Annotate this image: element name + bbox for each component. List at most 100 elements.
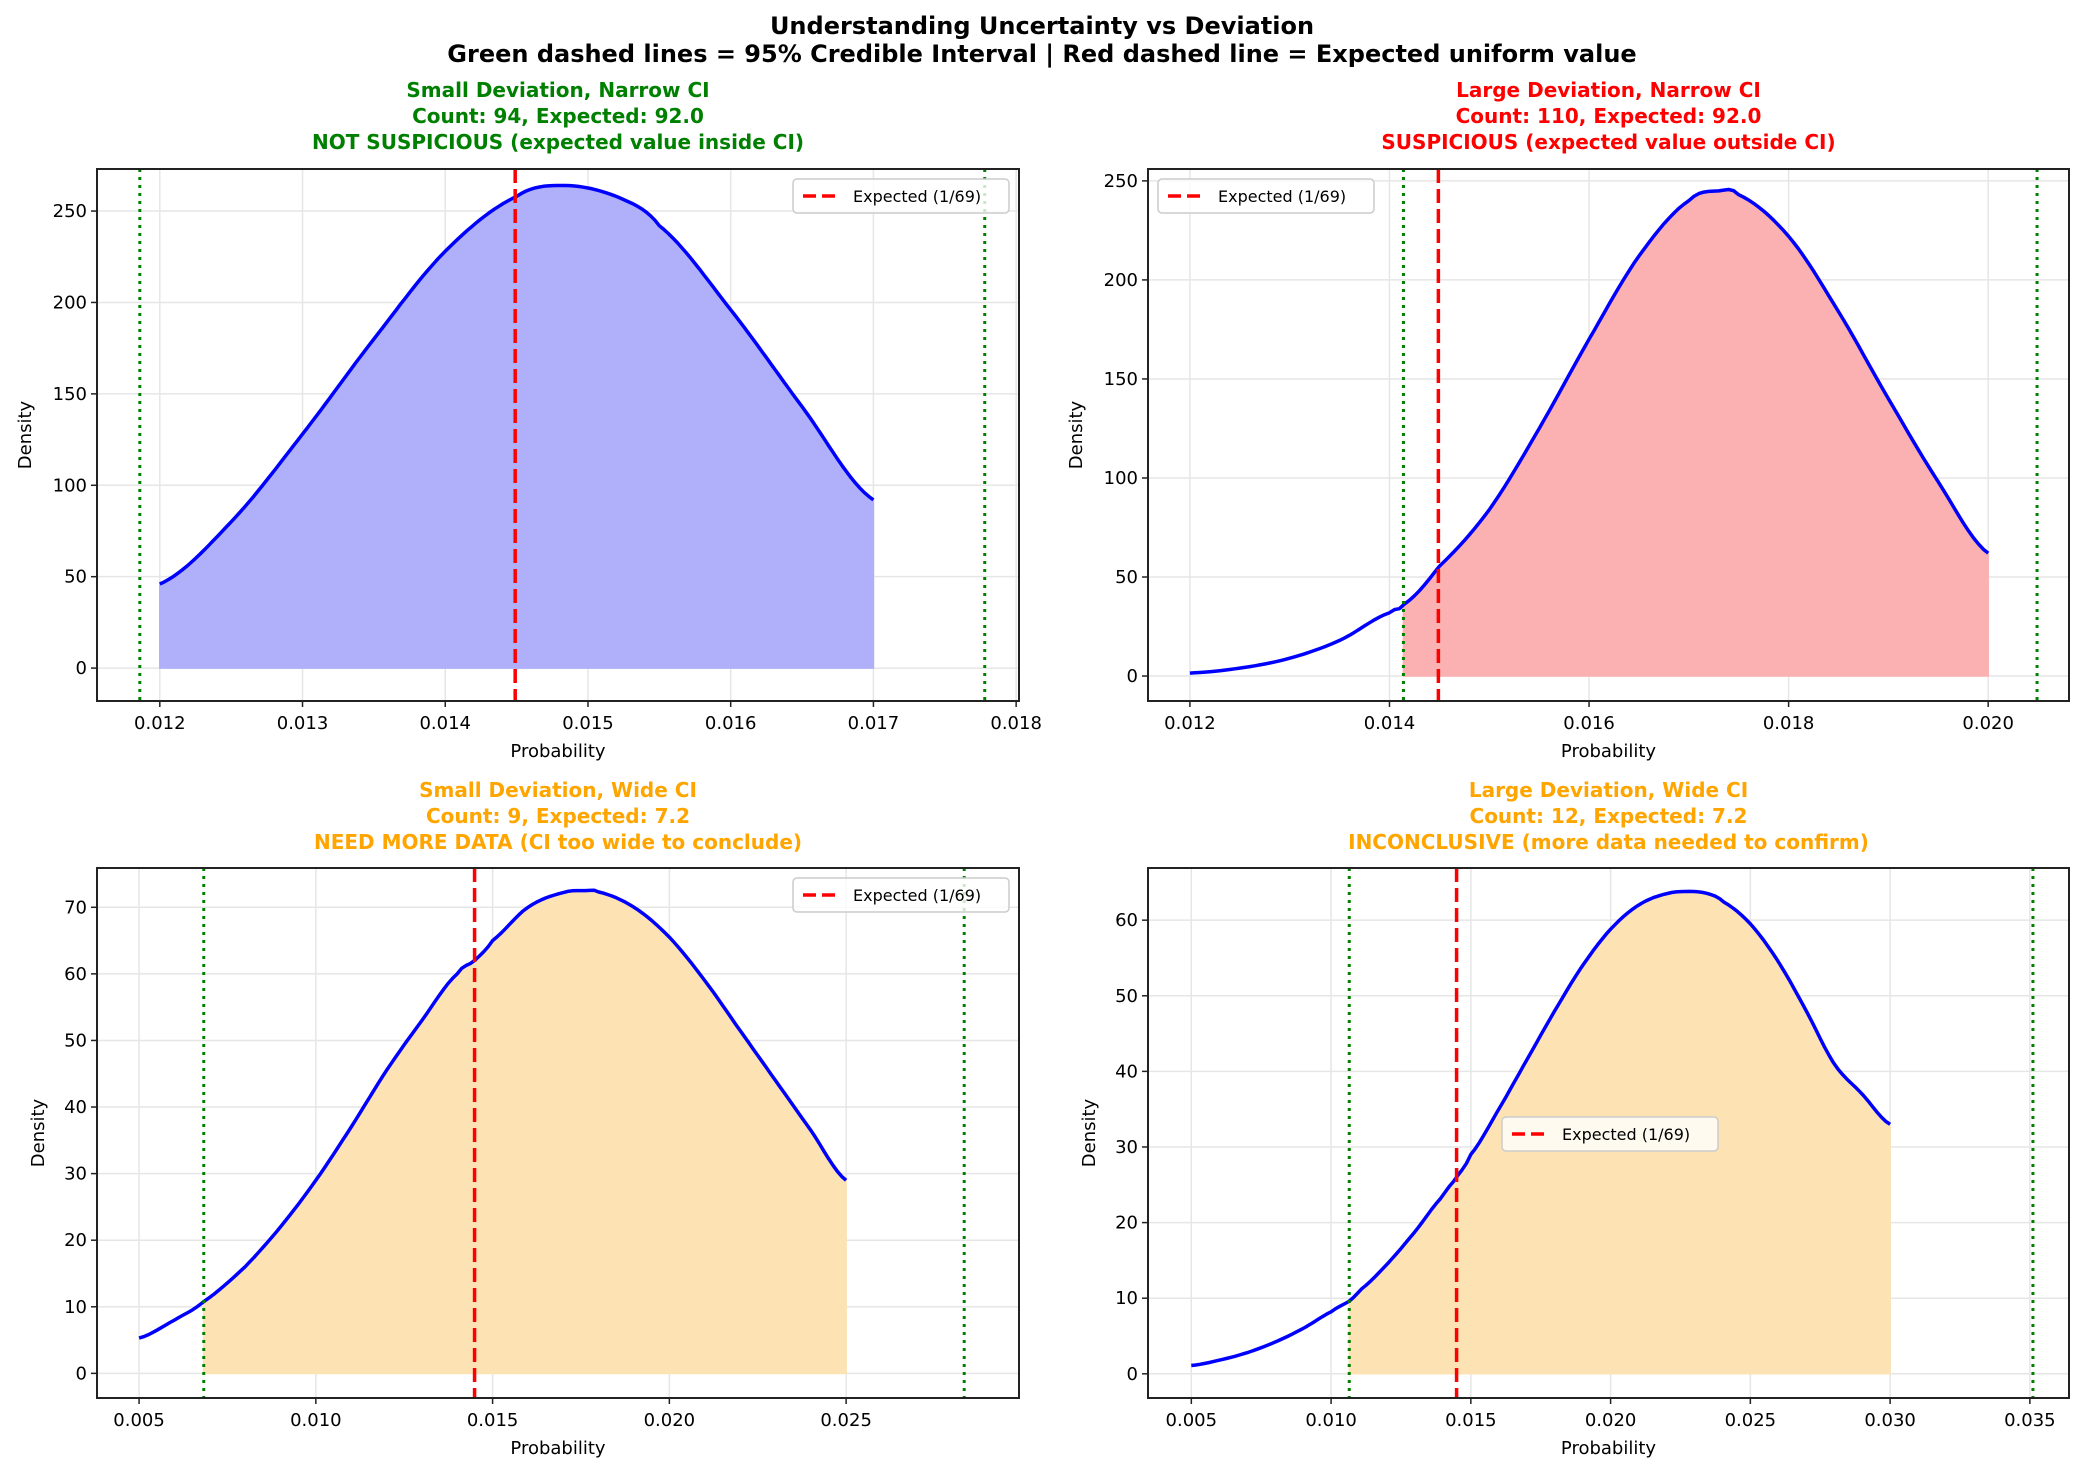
x-tick-label: 0.030 — [1864, 1410, 1916, 1431]
legend-box — [1501, 1116, 1719, 1152]
x-tick-label: 0.018 — [1763, 713, 1815, 734]
x-tick-label: 0.016 — [1563, 713, 1615, 734]
subplot-title-line: Count: 94, Expected: 92.0 — [412, 104, 704, 128]
legend-label: Expected (1/69) — [853, 187, 981, 206]
x-axis-label: Probability — [510, 1438, 605, 1459]
posterior-curve — [1189, 187, 1990, 675]
x-tick-label: 0.012 — [1164, 713, 1216, 734]
legend-label: Expected (1/69) — [1218, 187, 1346, 206]
y-tick-label: 70 — [64, 897, 87, 918]
y-tick-label: 50 — [1115, 567, 1138, 588]
subplot-title-line: Count: 12, Expected: 7.2 — [1470, 804, 1748, 828]
x-tick-label: 0.015 — [562, 713, 614, 734]
y-tick-label: 30 — [1115, 1137, 1138, 1158]
legend-box — [792, 178, 1010, 214]
subplot-title-line: NOT SUSPICIOUS (expected value inside CI… — [312, 130, 804, 154]
subplot-title-line: Small Deviation, Narrow CI — [406, 78, 709, 102]
axes-frame — [1147, 867, 2070, 1399]
legend: Expected (1/69) — [1157, 178, 1375, 214]
x-tick-label: 0.025 — [820, 1410, 872, 1431]
legend-label: Expected (1/69) — [853, 886, 981, 905]
x-tick-label: 0.020 — [644, 1410, 696, 1431]
y-tick-label: 0 — [76, 1363, 87, 1384]
axes-frame — [1147, 168, 2070, 702]
y-tick-label: 20 — [64, 1230, 87, 1251]
subplot-title-line: INCONCLUSIVE (more data needed to confir… — [1348, 830, 1869, 854]
subplot-title-line: NEED MORE DATA (CI too wide to conclude) — [314, 830, 802, 854]
axes-frame — [96, 168, 1020, 702]
subplot-title-line: SUSPICIOUS (expected value outside CI) — [1381, 130, 1835, 154]
x-tick-label: 0.017 — [848, 713, 900, 734]
y-tick-label: 60 — [1115, 910, 1138, 931]
y-tick-label: 100 — [1104, 468, 1138, 489]
y-axis-label: Density — [1066, 400, 1087, 469]
legend: Expected (1/69) — [792, 877, 1010, 913]
subplot-title-line: Count: 9, Expected: 7.2 — [426, 804, 690, 828]
y-tick-label: 250 — [53, 201, 87, 222]
plot-area — [138, 169, 987, 701]
legend: Expected (1/69) — [792, 178, 1010, 214]
x-tick-label: 0.014 — [1364, 713, 1416, 734]
legend-box — [792, 877, 1010, 913]
y-tick-label: 50 — [64, 1030, 87, 1051]
posterior-curve — [1191, 889, 1892, 1368]
y-tick-label: 10 — [1115, 1288, 1138, 1309]
x-tick-label: 0.020 — [1962, 713, 2014, 734]
y-tick-label: 200 — [53, 292, 87, 313]
y-tick-label: 60 — [64, 964, 87, 985]
y-tick-label: 100 — [53, 475, 87, 496]
axes-frame — [96, 867, 1020, 1399]
plot-area — [1189, 169, 2039, 701]
x-tick-label: 0.016 — [705, 713, 757, 734]
y-tick-label: 150 — [1104, 369, 1138, 390]
subplot-title-line: Large Deviation, Wide CI — [1469, 778, 1748, 802]
y-tick-label: 40 — [1115, 1061, 1138, 1082]
x-tick-label: 0.014 — [419, 713, 471, 734]
y-tick-label: 40 — [64, 1097, 87, 1118]
x-tick-label: 0.010 — [290, 1410, 342, 1431]
plot-area — [138, 868, 966, 1398]
subplot-title-line: Small Deviation, Wide CI — [419, 778, 697, 802]
y-tick-label: 200 — [1104, 270, 1138, 291]
x-tick-label: 0.005 — [1166, 1410, 1218, 1431]
ci-fill-area — [203, 889, 847, 1375]
x-tick-label: 0.020 — [1585, 1410, 1637, 1431]
y-tick-label: 250 — [1104, 171, 1138, 192]
x-tick-label: 0.015 — [1445, 1410, 1497, 1431]
x-tick-label: 0.035 — [2004, 1410, 2056, 1431]
x-tick-label: 0.025 — [1725, 1410, 1777, 1431]
posterior-curve — [138, 888, 848, 1340]
figure-title: Understanding Uncertainty vs Deviation — [769, 12, 1315, 40]
y-tick-label: 0 — [1127, 666, 1138, 687]
y-tick-label: 0 — [76, 658, 87, 679]
y-axis-label: Density — [28, 1098, 49, 1167]
x-tick-label: 0.010 — [1305, 1410, 1357, 1431]
x-axis-label: Probability — [1561, 741, 1656, 762]
x-axis-label: Probability — [1561, 1438, 1656, 1459]
x-tick-label: 0.005 — [113, 1410, 165, 1431]
x-tick-label: 0.013 — [277, 713, 329, 734]
y-tick-label: 50 — [1115, 986, 1138, 1007]
subplot-title-line: Large Deviation, Narrow CI — [1456, 78, 1761, 102]
ci-fill-area — [1402, 188, 1989, 677]
y-tick-label: 0 — [1127, 1364, 1138, 1385]
x-tick-label: 0.012 — [134, 713, 186, 734]
y-axis-label: Density — [1079, 1098, 1100, 1167]
figure-subtitle: Green dashed lines = 95% Credible Interv… — [447, 40, 1637, 68]
x-tick-label: 0.018 — [990, 713, 1042, 734]
y-tick-label: 20 — [1115, 1213, 1138, 1234]
legend-box — [1157, 178, 1375, 214]
legend: Expected (1/69) — [1501, 1116, 1719, 1152]
y-tick-label: 30 — [64, 1164, 87, 1185]
x-axis-label: Probability — [510, 741, 605, 762]
y-axis-label: Density — [15, 400, 36, 469]
y-tick-label: 10 — [64, 1297, 87, 1318]
legend-label: Expected (1/69) — [1562, 1125, 1690, 1144]
y-tick-label: 150 — [53, 384, 87, 405]
y-tick-label: 50 — [64, 567, 87, 588]
